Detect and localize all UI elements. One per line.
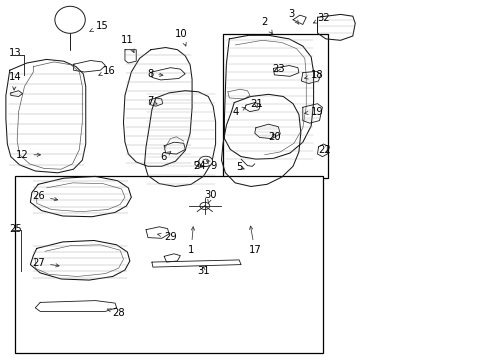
- Text: 17: 17: [248, 226, 261, 255]
- Text: 21: 21: [250, 99, 263, 109]
- Bar: [15, 176, 323, 353]
- Text: 29: 29: [158, 232, 177, 242]
- Circle shape: [199, 156, 213, 166]
- Text: 1: 1: [188, 227, 195, 255]
- Bar: [223, 34, 328, 178]
- Text: 13: 13: [9, 48, 22, 58]
- Text: 20: 20: [269, 132, 281, 142]
- Text: 7: 7: [147, 96, 157, 106]
- Text: 27: 27: [32, 258, 59, 268]
- Text: 26: 26: [32, 191, 58, 201]
- Text: 32: 32: [314, 13, 330, 23]
- Text: 10: 10: [175, 29, 188, 46]
- Circle shape: [200, 202, 210, 210]
- Text: 31: 31: [197, 266, 210, 276]
- Text: 9: 9: [206, 161, 217, 171]
- Ellipse shape: [55, 6, 85, 33]
- Text: 23: 23: [272, 64, 285, 75]
- Text: 18: 18: [305, 70, 324, 80]
- Text: 4: 4: [232, 107, 245, 117]
- Text: 24: 24: [194, 161, 206, 171]
- Text: 6: 6: [161, 152, 171, 162]
- Circle shape: [203, 159, 209, 163]
- Text: 15: 15: [90, 21, 108, 31]
- Text: 19: 19: [305, 107, 324, 117]
- Text: 8: 8: [147, 69, 163, 79]
- Text: 22: 22: [318, 145, 331, 156]
- Text: 28: 28: [107, 308, 125, 318]
- Text: 16: 16: [99, 66, 116, 76]
- Text: 11: 11: [121, 35, 134, 53]
- Text: 30: 30: [204, 190, 217, 203]
- Text: 14: 14: [9, 72, 22, 90]
- Text: 3: 3: [289, 9, 299, 24]
- Text: 12: 12: [16, 150, 41, 160]
- Text: 2: 2: [261, 17, 272, 34]
- Text: 5: 5: [237, 162, 244, 172]
- Text: 25: 25: [9, 224, 22, 234]
